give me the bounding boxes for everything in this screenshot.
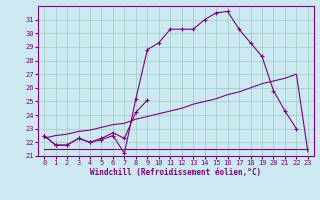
X-axis label: Windchill (Refroidissement éolien,°C): Windchill (Refroidissement éolien,°C)	[91, 168, 261, 177]
